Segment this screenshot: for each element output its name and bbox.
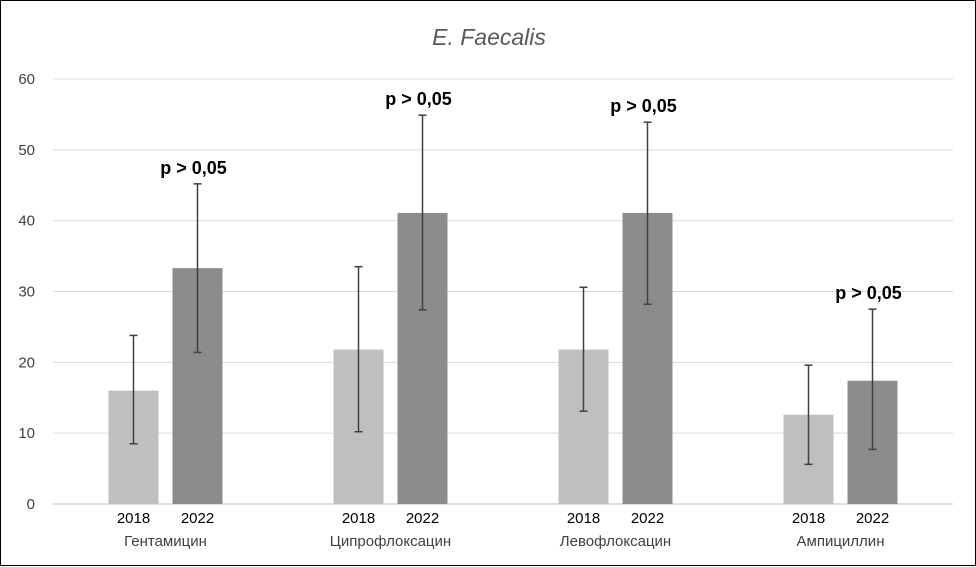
x-year-label: 2018 bbox=[117, 510, 150, 527]
y-tick-label: 50 bbox=[18, 142, 35, 159]
x-category-label: Левофлоксацин bbox=[560, 533, 671, 550]
p-value-annotation: p > 0,05 bbox=[610, 96, 677, 116]
p-value-annotation: p > 0,05 bbox=[160, 158, 227, 178]
p-value-annotation: p > 0,05 bbox=[835, 283, 902, 303]
x-year-label: 2022 bbox=[631, 510, 664, 527]
x-year-label: 2022 bbox=[406, 510, 439, 527]
x-category-label: Ципрофлоксацин bbox=[330, 533, 451, 550]
p-value-annotation: p > 0,05 bbox=[385, 89, 452, 109]
y-tick-label: 40 bbox=[18, 213, 35, 230]
x-category-label: Ампициллин bbox=[797, 533, 885, 550]
x-year-label: 2018 bbox=[567, 510, 600, 527]
chart-title: E. Faecalis bbox=[432, 24, 546, 50]
y-tick-label: 20 bbox=[18, 354, 35, 371]
x-year-label: 2022 bbox=[856, 510, 889, 527]
y-tick-label: 30 bbox=[18, 284, 35, 301]
y-tick-label: 60 bbox=[18, 71, 35, 88]
x-year-label: 2022 bbox=[181, 510, 214, 527]
x-year-label: 2018 bbox=[342, 510, 375, 527]
x-category-label: Гентамицин bbox=[124, 533, 207, 550]
x-year-label: 2018 bbox=[792, 510, 825, 527]
y-tick-label: 10 bbox=[18, 425, 35, 442]
y-tick-label: 0 bbox=[27, 496, 35, 513]
